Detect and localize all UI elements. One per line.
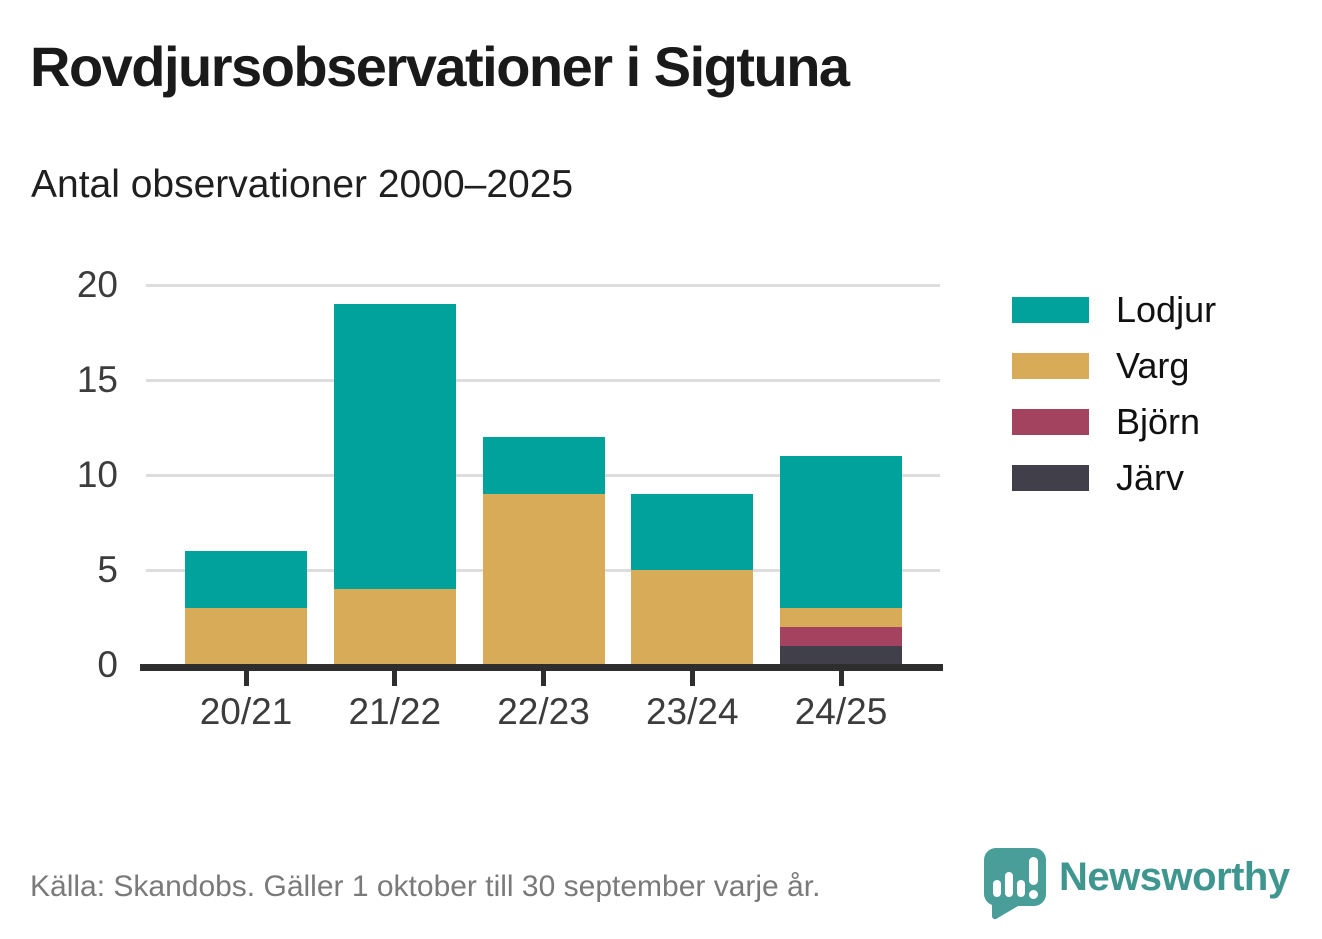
newsworthy-logo: Newsworthy [984,848,1290,920]
x-axis-tick [689,671,695,686]
gridline [146,283,940,287]
legend-label: Lodjur [1116,289,1217,330]
bar-segment [631,494,754,570]
legend-swatch [1012,353,1089,379]
legend-label: Varg [1116,345,1190,386]
x-axis-label: 24/25 [794,691,888,732]
x-axis-tick [838,671,844,686]
legend-label: Björn [1116,401,1201,442]
bar-segment [631,570,754,665]
y-axis-label: 10 [76,454,118,495]
bar-segment [482,437,605,494]
y-axis-label: 0 [97,644,118,685]
legend-item: Lodjur [1012,289,1216,330]
bar-segment [185,551,307,608]
x-axis-tick [243,671,249,686]
bar-segment [780,456,902,608]
y-axis-label: 15 [76,359,118,400]
source-note: Källa: Skandobs. Gäller 1 oktober till 3… [30,870,821,903]
x-axis-tick [392,671,398,686]
bar-segment [333,589,456,665]
legend-item: Varg [1012,345,1216,386]
y-axis-label: 20 [76,264,118,305]
bar-segment [780,608,902,627]
y-axis-label: 5 [97,549,118,590]
bar [631,285,754,665]
plot-area [146,283,940,665]
bar-segment [482,494,605,665]
bar [185,285,307,665]
legend-item: Björn [1012,401,1216,442]
x-axis-label: 23/24 [645,691,739,732]
legend-swatch [1012,465,1089,491]
x-axis-line [140,664,943,671]
legend-swatch [1012,409,1089,435]
legend: Lodjur Varg Björn Järv [1012,289,1216,498]
x-axis-label: 22/23 [497,691,590,732]
gridline [146,378,940,382]
bar [482,285,605,665]
bar [780,285,902,665]
bar-segment [185,608,307,665]
bar [333,285,456,665]
legend-swatch [1012,297,1089,323]
bar-segment [780,646,902,665]
newsworthy-wordmark: Newsworthy [1059,854,1290,899]
x-axis-label: 21/22 [348,691,442,732]
chart-subtitle: Antal observationer 2000–2025 [31,163,574,206]
legend-label: Järv [1116,457,1185,498]
bar-segment [780,627,902,646]
legend-item: Järv [1012,457,1216,498]
x-axis-label: 20/21 [199,691,293,732]
x-axis-tick [541,671,546,686]
newsworthy-icon [984,848,1046,920]
bar-segment [333,304,456,589]
chart-title: Rovdjursobservationer i Sigtuna [30,35,850,98]
